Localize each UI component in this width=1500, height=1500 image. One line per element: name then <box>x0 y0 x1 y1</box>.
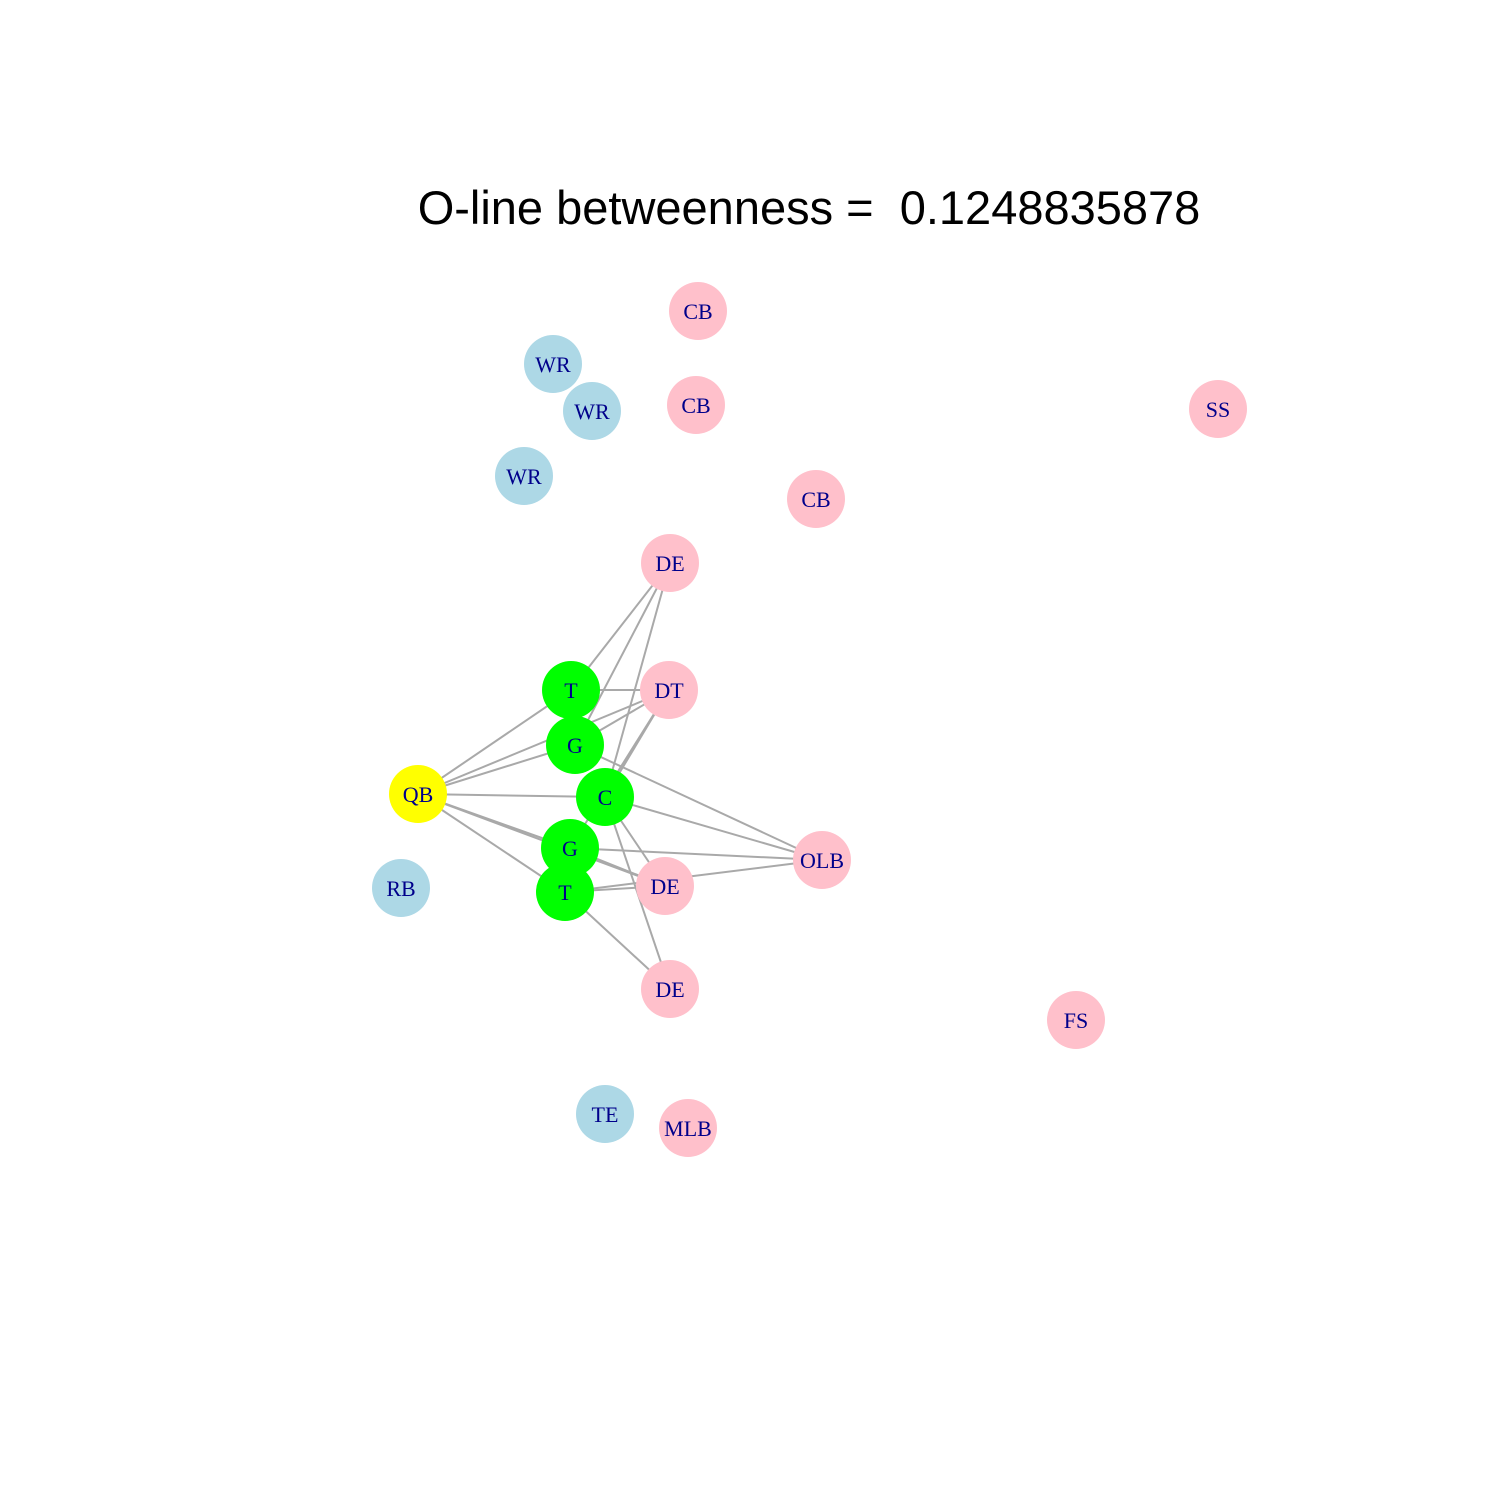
node-olb: OLB <box>793 831 851 889</box>
node-cb2: CB <box>667 376 725 434</box>
edge-qb-de2 <box>417 793 666 887</box>
node-circle <box>669 282 727 340</box>
nodes-layer: QBTGCGTRBTEWRWRWRCBCBCBSSFSDEDTOLBDEDEML… <box>372 282 1247 1157</box>
node-circle <box>659 1099 717 1157</box>
node-circle <box>576 1085 634 1143</box>
node-circle <box>641 534 699 592</box>
node-label: WR <box>574 399 610 424</box>
node-label: SS <box>1206 397 1230 422</box>
node-circle <box>640 661 698 719</box>
node-circle <box>563 382 621 440</box>
node-de3: DE <box>641 960 699 1018</box>
node-label: MLB <box>664 1116 712 1141</box>
node-g1: G <box>546 716 604 774</box>
node-g2: G <box>541 819 599 877</box>
node-circle <box>667 376 725 434</box>
node-circle <box>641 960 699 1018</box>
node-wr3: WR <box>495 447 553 505</box>
node-label: RB <box>386 876 415 901</box>
node-label: T <box>558 880 572 905</box>
node-label: T <box>564 678 578 703</box>
node-label: CB <box>801 487 830 512</box>
node-label: DE <box>655 977 684 1002</box>
node-circle <box>793 831 851 889</box>
node-circle <box>495 447 553 505</box>
node-de1: DE <box>641 534 699 592</box>
edge-g1-de1 <box>574 562 671 746</box>
node-cb3: CB <box>787 470 845 528</box>
node-qb: QB <box>389 765 447 823</box>
edge-qb-dt <box>417 689 670 795</box>
node-circle <box>636 857 694 915</box>
node-circle <box>546 716 604 774</box>
node-circle <box>542 661 600 719</box>
node-label: CB <box>681 393 710 418</box>
node-cb1: CB <box>669 282 727 340</box>
node-label: WR <box>506 464 542 489</box>
node-circle <box>787 470 845 528</box>
node-rb: RB <box>372 859 430 917</box>
edge-g2-dt <box>569 689 670 849</box>
node-label: CB <box>683 299 712 324</box>
edge-g2-olb <box>569 847 823 861</box>
node-ss: SS <box>1189 380 1247 438</box>
node-t2: T <box>536 863 594 921</box>
node-dt: DT <box>640 661 698 719</box>
node-label: C <box>598 785 613 810</box>
graph-title: O-line betweenness = 0.1248835878 <box>417 181 1201 234</box>
node-circle <box>536 863 594 921</box>
edge-c-olb <box>604 796 823 861</box>
edge-g1-olb <box>574 744 823 861</box>
node-label: DT <box>654 678 684 703</box>
node-label: FS <box>1064 1008 1088 1033</box>
node-circle <box>1047 991 1105 1049</box>
node-circle <box>372 859 430 917</box>
node-circle <box>576 768 634 826</box>
node-label: WR <box>535 352 571 377</box>
edge-qb-c <box>417 793 606 798</box>
node-t1: T <box>542 661 600 719</box>
node-fs: FS <box>1047 991 1105 1049</box>
node-circle <box>541 819 599 877</box>
node-label: QB <box>403 782 434 807</box>
node-circle <box>524 335 582 393</box>
node-circle <box>1189 380 1247 438</box>
edge-c-de1 <box>604 562 671 798</box>
node-wr1: WR <box>524 335 582 393</box>
node-wr2: WR <box>563 382 621 440</box>
node-mlb: MLB <box>659 1099 717 1157</box>
node-label: DE <box>655 551 684 576</box>
node-label: G <box>567 733 583 758</box>
node-label: TE <box>592 1102 619 1127</box>
edge-qb-t2 <box>417 793 566 893</box>
node-label: OLB <box>800 848 844 873</box>
node-label: G <box>562 836 578 861</box>
edge-qb-t1 <box>417 689 572 795</box>
node-c: C <box>576 768 634 826</box>
edge-t2-olb <box>564 859 823 893</box>
node-de2: DE <box>636 857 694 915</box>
node-label: DE <box>650 874 679 899</box>
node-te: TE <box>576 1085 634 1143</box>
node-circle <box>389 765 447 823</box>
